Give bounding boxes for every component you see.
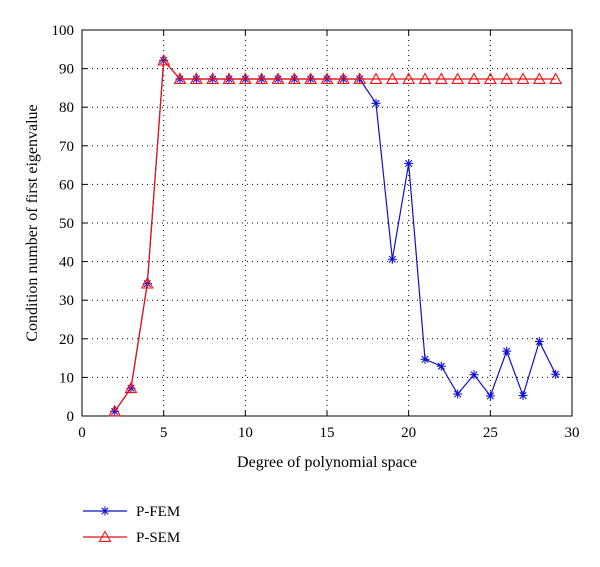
data-point (353, 72, 367, 84)
data-point (271, 72, 285, 84)
data-point (516, 72, 530, 84)
legend: P-FEM P-SEM (83, 504, 180, 546)
x-tick-label: 5 (160, 425, 168, 441)
data-point (140, 276, 154, 289)
y-tick-label: 0 (67, 409, 75, 425)
data-point (485, 391, 495, 401)
x-tick-label: 15 (320, 425, 335, 441)
data-point (436, 361, 446, 371)
legend-label-p-sem: P-SEM (136, 530, 180, 546)
legend-marker-shape (98, 530, 112, 542)
data-point (287, 72, 301, 84)
data-point (336, 72, 350, 84)
data-point (418, 72, 432, 84)
x-tick-label: 25 (483, 425, 498, 441)
series-p-fem (110, 55, 561, 416)
grid-lines (82, 30, 572, 416)
y-tick-label: 90 (59, 62, 74, 78)
x-tick-label: 0 (78, 425, 86, 441)
y-tick-label: 50 (59, 216, 74, 232)
data-point (451, 72, 465, 84)
y-tick-label: 80 (59, 100, 74, 116)
data-point (108, 404, 122, 417)
data-point (532, 72, 546, 84)
data-point (304, 72, 318, 84)
x-tick-label: 10 (238, 425, 253, 441)
x-tick-label: 30 (565, 425, 580, 441)
y-tick-label: 40 (59, 255, 74, 271)
data-point (453, 389, 463, 399)
legend-label-p-fem: P-FEM (136, 504, 180, 520)
data-point (385, 72, 399, 84)
legend-item-p-sem: P-SEM (83, 530, 180, 546)
x-tick-label: 20 (401, 425, 416, 441)
series-p-sem (108, 53, 563, 417)
data-point (404, 159, 414, 169)
data-point (255, 72, 269, 84)
x-axis-label: Degree of polynomial space (237, 454, 417, 471)
data-point (402, 72, 416, 84)
legend-item-p-fem: P-FEM (83, 504, 180, 520)
data-point (500, 72, 514, 84)
y-tick-label: 100 (52, 23, 75, 39)
data-point (369, 72, 383, 84)
data-point (434, 72, 448, 84)
y-tick-label: 20 (59, 332, 74, 348)
data-point (387, 254, 397, 264)
data-point (420, 354, 430, 364)
series-layer (108, 53, 563, 417)
legend-marker-shape (100, 506, 110, 516)
y-tick-label: 70 (59, 139, 74, 155)
data-point (469, 370, 479, 380)
series-line (114, 59, 556, 412)
data-point (467, 72, 481, 84)
legend-marker-p-fem (100, 506, 110, 516)
data-point (371, 98, 381, 108)
data-point (551, 369, 561, 379)
y-tick-label: 10 (59, 370, 74, 386)
y-tick-label: 30 (59, 293, 74, 309)
data-point (206, 72, 220, 84)
data-point (320, 72, 334, 84)
data-point (483, 72, 497, 84)
data-point (173, 72, 187, 84)
data-point (502, 346, 512, 356)
axis-ticks: 0 5 10 15 20 25 30 0 10 20 30 40 50 60 70 80 90 100 (52, 23, 580, 441)
data-point (124, 381, 138, 394)
y-tick-label: 60 (59, 177, 74, 193)
data-point (238, 72, 252, 84)
data-point (534, 337, 544, 347)
data-point (222, 72, 236, 84)
data-point (189, 72, 203, 84)
data-point (549, 72, 563, 84)
series-line (114, 59, 557, 412)
data-point (518, 391, 528, 401)
data-point (157, 53, 171, 66)
y-axis-label: Condition number of first eigenvalue (24, 104, 41, 341)
legend-marker-p-sem (98, 530, 112, 542)
